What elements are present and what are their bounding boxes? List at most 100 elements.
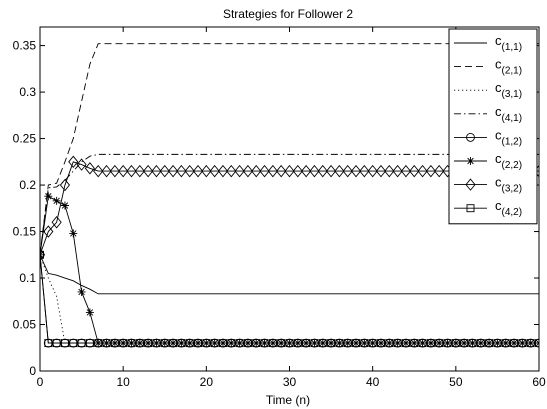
data-point-square bbox=[40, 250, 44, 259]
data-point-diamond bbox=[184, 164, 195, 178]
data-point-diamond bbox=[384, 164, 395, 178]
data-point-square bbox=[252, 339, 261, 348]
data-point-square bbox=[144, 339, 153, 348]
data-point-square bbox=[277, 339, 286, 348]
data-point-square bbox=[493, 339, 502, 348]
data-point-square bbox=[418, 339, 427, 348]
data-point-square bbox=[518, 339, 527, 348]
data-point-square bbox=[368, 339, 377, 348]
data-point-diamond bbox=[417, 164, 428, 178]
data-point-diamond bbox=[292, 164, 303, 178]
data-point-diamond bbox=[167, 164, 179, 178]
data-point-square bbox=[460, 339, 469, 348]
x-tick-label: 0 bbox=[37, 375, 44, 389]
data-point-diamond bbox=[434, 164, 445, 178]
data-point-star bbox=[85, 308, 94, 317]
data-point-star bbox=[44, 192, 53, 201]
y-tick-label: 0.3 bbox=[19, 85, 36, 99]
legend-label: c(1,2) bbox=[495, 127, 522, 147]
data-point-square bbox=[343, 339, 352, 348]
data-point-square bbox=[194, 339, 202, 348]
legend-entry: c(1,1) bbox=[454, 33, 522, 53]
legend-label: c(3,1) bbox=[495, 80, 522, 100]
legend-entry: c(2,2) bbox=[454, 151, 522, 171]
data-point-diamond bbox=[309, 164, 320, 178]
data-point-square bbox=[401, 339, 410, 348]
series-42 bbox=[40, 250, 539, 348]
data-point-diamond bbox=[425, 164, 436, 178]
data-point-square bbox=[393, 339, 402, 348]
data-point-square bbox=[377, 339, 385, 348]
series-31 bbox=[40, 254, 539, 344]
data-point-diamond bbox=[326, 164, 337, 178]
data-point-square bbox=[185, 339, 194, 348]
series-11 bbox=[40, 254, 539, 295]
series-line bbox=[40, 153, 539, 255]
data-point-diamond bbox=[234, 164, 245, 178]
data-point-diamond bbox=[68, 155, 79, 169]
legend-label: c(2,1) bbox=[495, 57, 522, 77]
legend-marker-diamond bbox=[465, 178, 476, 191]
legend-entry: c(4,2) bbox=[454, 198, 522, 218]
data-point-square bbox=[110, 339, 119, 348]
x-axis-label: Time (n) bbox=[266, 393, 310, 407]
x-tick-label: 20 bbox=[200, 375, 214, 389]
data-point-diamond bbox=[409, 164, 420, 178]
data-point-diamond bbox=[59, 178, 71, 192]
y-tick-label: 0.2 bbox=[19, 178, 36, 192]
legend-entry: c(4,1) bbox=[454, 104, 522, 124]
data-point-square bbox=[127, 339, 136, 348]
data-point-diamond bbox=[134, 164, 145, 178]
data-point-square bbox=[410, 339, 419, 348]
legend-label: c(4,1) bbox=[495, 104, 522, 124]
data-point-square bbox=[443, 339, 452, 348]
data-point-square bbox=[302, 339, 311, 348]
y-tick-label: 0 bbox=[29, 364, 36, 378]
data-point-diamond bbox=[400, 164, 412, 178]
data-point-square bbox=[327, 339, 336, 348]
data-point-star bbox=[69, 229, 78, 238]
data-point-square bbox=[210, 339, 219, 348]
data-point-diamond bbox=[51, 216, 62, 229]
data-point-diamond bbox=[367, 164, 378, 178]
data-point-diamond bbox=[301, 164, 312, 178]
data-point-diamond bbox=[143, 164, 154, 178]
data-point-square bbox=[468, 339, 477, 348]
data-point-square bbox=[94, 339, 103, 348]
data-point-square bbox=[451, 339, 460, 348]
data-point-square bbox=[526, 339, 535, 348]
data-point-diamond bbox=[118, 164, 129, 178]
data-point-square bbox=[44, 339, 53, 348]
legend-label: c(1,1) bbox=[495, 33, 522, 53]
data-point-diamond bbox=[76, 158, 87, 171]
data-point-diamond bbox=[126, 164, 137, 178]
data-point-square bbox=[501, 339, 510, 348]
y-tick-label: 0.15 bbox=[13, 225, 37, 239]
data-point-square bbox=[152, 339, 161, 348]
data-point-square bbox=[202, 339, 211, 348]
data-point-star bbox=[77, 287, 86, 296]
data-point-square bbox=[260, 339, 269, 348]
data-point-diamond bbox=[267, 164, 278, 178]
data-point-square bbox=[160, 339, 169, 348]
data-point-square bbox=[219, 339, 227, 348]
y-tick-label: 0.25 bbox=[13, 132, 37, 146]
data-point-square bbox=[227, 339, 236, 348]
data-point-square bbox=[318, 339, 327, 348]
data-point-star bbox=[52, 196, 61, 205]
x-tick-label: 50 bbox=[449, 375, 463, 389]
legend-entry: c(3,2) bbox=[454, 175, 522, 195]
x-tick-label: 40 bbox=[366, 375, 380, 389]
legend-marker-circle bbox=[466, 132, 475, 142]
y-tick-label: 0.35 bbox=[13, 39, 37, 53]
data-point-square bbox=[352, 339, 360, 348]
data-point-square bbox=[61, 339, 69, 348]
data-point-diamond bbox=[317, 164, 328, 178]
data-point-square bbox=[476, 339, 485, 348]
legend-entry: c(2,1) bbox=[454, 57, 522, 77]
data-point-diamond bbox=[350, 164, 362, 178]
y-tick-label: 0.05 bbox=[13, 318, 37, 332]
data-point-square bbox=[102, 339, 111, 348]
series-line bbox=[40, 254, 539, 344]
